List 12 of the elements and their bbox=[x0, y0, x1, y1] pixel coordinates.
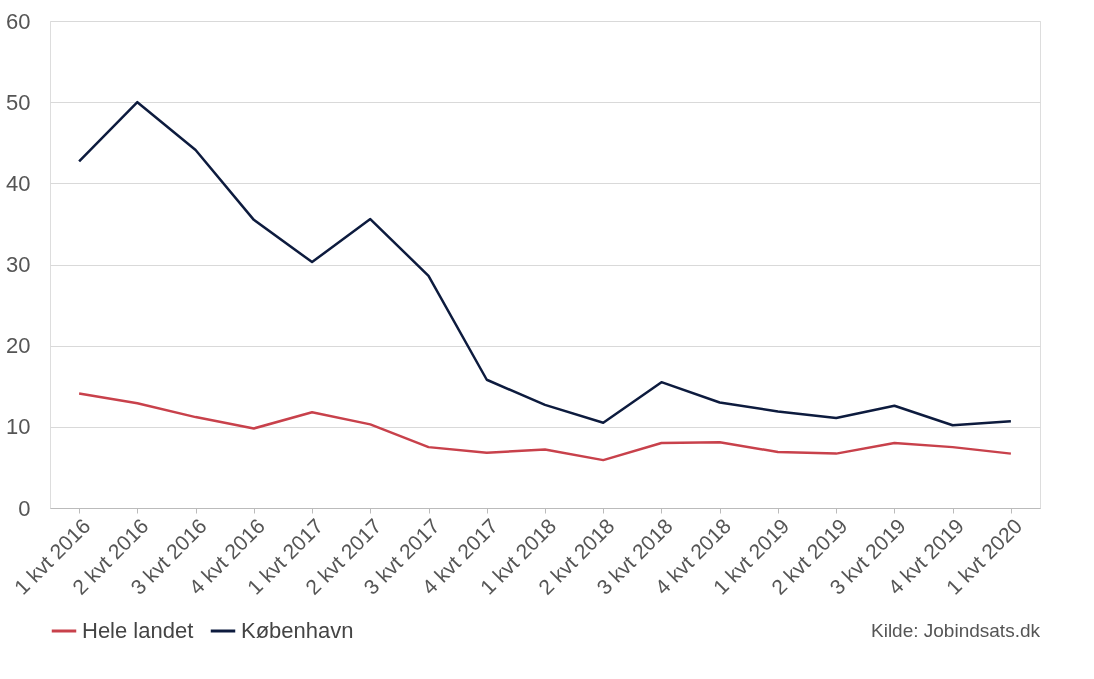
y-tick-label: 0 bbox=[18, 495, 31, 521]
y-tick-label: 30 bbox=[6, 252, 31, 277]
y-tick-label: 20 bbox=[6, 333, 31, 359]
y-tick-label: 50 bbox=[6, 89, 31, 115]
legend-label: Hele landet bbox=[82, 618, 194, 643]
y-tick-label: 60 bbox=[6, 8, 31, 34]
line-series bbox=[77, 392, 1013, 462]
y-tick-label: 10 bbox=[6, 414, 31, 440]
legend-label: København bbox=[241, 618, 354, 643]
line-series bbox=[77, 100, 1013, 427]
y-tick-label: 40 bbox=[6, 170, 31, 196]
text: Kilde: Jobindsats.dk bbox=[871, 620, 1041, 641]
